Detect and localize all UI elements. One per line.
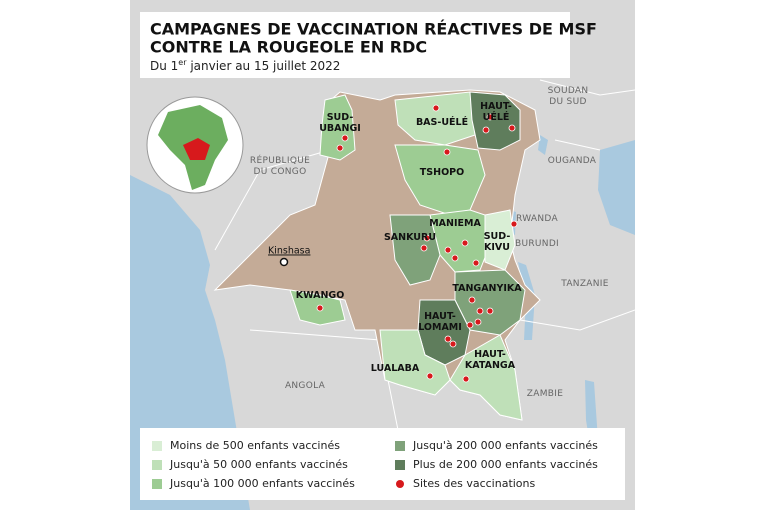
site xyxy=(468,296,476,304)
site xyxy=(474,318,482,326)
map-area: Kinshasa SOUDAN DU SUD OUGANDA RWANDA BUR… xyxy=(130,0,635,510)
site xyxy=(486,113,494,121)
province-label: SANKURU xyxy=(384,232,436,243)
title: CONTRE LA ROUGEOLE EN RDC xyxy=(150,38,427,57)
province xyxy=(319,94,356,161)
border xyxy=(554,139,601,151)
globe xyxy=(146,96,244,194)
legend-swatch xyxy=(395,460,405,470)
sites xyxy=(316,104,518,383)
legend-swatch xyxy=(152,460,162,470)
province xyxy=(469,91,521,151)
site xyxy=(426,372,434,380)
province-label: HAUT-LOMAMI xyxy=(418,311,462,333)
site xyxy=(423,234,431,242)
legend-swatch xyxy=(395,441,405,451)
border xyxy=(214,149,331,251)
ocean xyxy=(130,175,250,510)
province-label: HAUT-KATANGA xyxy=(465,349,516,371)
province xyxy=(389,214,441,286)
province-label: SUD-UBANGI xyxy=(319,112,361,134)
legend-label: Jusqu'à 50 000 enfants vaccinés xyxy=(169,458,348,471)
site xyxy=(482,126,490,134)
legend-label: Sites des vaccinations xyxy=(413,477,536,490)
site xyxy=(444,335,452,343)
site xyxy=(472,259,480,267)
province-label: SUD-KIVU xyxy=(484,231,511,253)
site xyxy=(508,124,516,132)
province xyxy=(379,329,451,396)
province xyxy=(484,209,516,271)
legend-box xyxy=(140,428,625,500)
legend-label: Moins de 500 enfants vaccinés xyxy=(170,439,340,452)
lake xyxy=(598,140,635,235)
province-label: TANGANYIKA xyxy=(452,283,522,294)
legend-label: Plus de 200 000 enfants vaccinés xyxy=(413,458,598,471)
legend-label: Jusqu'à 100 000 enfants vaccinés xyxy=(169,477,355,490)
site xyxy=(444,246,452,254)
legend-label: Jusqu'à 200 000 enfants vaccinés xyxy=(412,439,598,452)
site xyxy=(461,239,469,247)
site xyxy=(466,321,474,329)
country-label: SOUDAN DU SUD xyxy=(548,86,589,107)
site xyxy=(462,375,470,383)
country-label: ANGOLA xyxy=(285,381,326,391)
site xyxy=(449,340,457,348)
country-label: ZAMBIE xyxy=(527,389,563,399)
provinces xyxy=(289,91,526,421)
legend-swatch xyxy=(152,479,162,489)
legend-dot xyxy=(396,480,404,488)
border xyxy=(519,309,635,331)
site xyxy=(316,304,324,312)
site xyxy=(341,134,349,142)
province xyxy=(449,334,523,421)
title-box xyxy=(140,12,570,78)
city-label: Kinshasa xyxy=(268,246,310,257)
site xyxy=(486,307,494,315)
border xyxy=(539,79,635,96)
country-label: TANZANIE xyxy=(560,279,608,289)
province-label: HAUT-UÉLÉ xyxy=(480,101,512,123)
site xyxy=(432,104,440,112)
province-label: MANIEMA xyxy=(429,218,481,229)
country-label: OUGANDA xyxy=(548,156,597,166)
subtitle: Du 1er janvier au 15 juillet 2022 xyxy=(150,58,340,73)
title: CAMPAGNES DE VACCINATION RÉACTIVES DE MS… xyxy=(150,20,597,39)
country-label: RWANDA xyxy=(516,214,558,224)
legend-swatch xyxy=(152,441,162,451)
country-label: RÉPUBLIQUE DU CONGO xyxy=(250,154,310,177)
site xyxy=(476,307,484,315)
province-label: TSHOPO xyxy=(420,167,464,178)
province-label: BAS-UÉLÉ xyxy=(416,116,468,128)
province-label: LUALABA xyxy=(371,363,420,374)
province-label: KWANGO xyxy=(296,290,345,301)
city-marker xyxy=(279,257,289,267)
legend: Moins de 500 enfants vaccinés Jusqu'à 50 … xyxy=(152,439,598,490)
country-label: BURUNDI xyxy=(515,239,559,249)
globe-drc xyxy=(183,138,210,160)
site xyxy=(510,220,518,228)
site xyxy=(420,244,428,252)
site xyxy=(451,254,459,262)
site xyxy=(336,144,344,152)
site xyxy=(443,148,451,156)
